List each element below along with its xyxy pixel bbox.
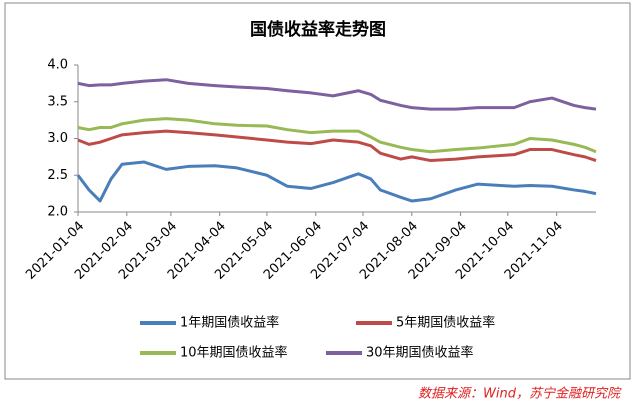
legend-label: 5年期国债收益率 (396, 315, 495, 331)
y-tick-label: 3.0 (47, 131, 68, 146)
y-tick-label: 4.0 (47, 58, 68, 73)
chart-title: 国债收益率走势图 (250, 19, 386, 40)
series-line (76, 160, 597, 203)
chart-frame (4, 2, 631, 380)
legend-label: 10年期国债收益率 (180, 345, 288, 361)
series-line (77, 129, 597, 163)
y-tick-label: 2.5 (47, 168, 68, 183)
series-line (77, 117, 597, 154)
y-tick-label: 3.5 (47, 94, 68, 109)
series-line (77, 78, 597, 111)
legend-label: 1年期国债收益率 (180, 315, 279, 331)
legend-label: 30年期国债收益率 (366, 345, 474, 361)
source-note: 数据来源：Wind，苏宁金融研究院 (418, 386, 622, 402)
y-tick-label: 2.0 (47, 205, 68, 220)
